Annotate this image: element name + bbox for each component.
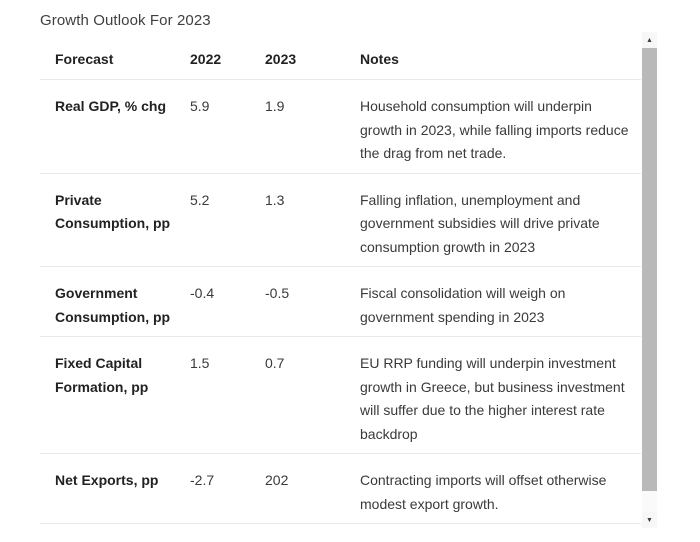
cell-2022: 5.9 <box>190 98 210 114</box>
cell-forecast: Net Exports, pp <box>55 472 159 488</box>
cell-2022: 1.5 <box>190 355 210 371</box>
table-row: Net Exports, pp -2.7 202 Contracting imp… <box>40 454 641 524</box>
cell-notes: Household consumption will underpin grow… <box>360 98 629 161</box>
vertical-scrollbar[interactable]: ▲ ▼ <box>642 32 657 528</box>
table-row: Private Consumption, pp 5.2 1.3 Falling … <box>40 174 641 267</box>
scroll-down-button[interactable]: ▼ <box>642 512 657 528</box>
scrollbar-track[interactable] <box>642 48 657 512</box>
cell-forecast: Government Consumption, pp <box>55 285 171 325</box>
scroll-up-icon: ▲ <box>646 36 653 44</box>
scroll-down-icon: ▼ <box>646 516 653 524</box>
cell-notes: Fiscal consolidation will weigh on gover… <box>360 285 566 325</box>
column-header-notes: Notes <box>360 51 399 67</box>
cell-2023: -0.5 <box>265 285 290 301</box>
column-header-forecast: Forecast <box>55 51 114 67</box>
cell-forecast: Real GDP, % chg <box>55 98 167 114</box>
cell-notes: Contracting imports will offset otherwis… <box>360 472 607 512</box>
cell-forecast: Fixed Capital Formation, pp <box>55 355 149 395</box>
scrollbar-thumb[interactable] <box>642 48 657 491</box>
growth-outlook-table: Forecast 2022 2023 Notes Real GDP, % chg… <box>40 38 641 524</box>
cell-2022: 5.2 <box>190 191 210 208</box>
table-row: Government Consumption, pp -0.4 -0.5 Fis… <box>40 267 641 337</box>
table-row: Real GDP, % chg 5.9 1.9 Household consum… <box>40 80 641 174</box>
cell-notes: EU RRP funding will underpin investment … <box>360 355 625 442</box>
table-row: Fixed Capital Formation, pp 1.5 0.7 EU R… <box>40 337 641 454</box>
cell-notes: Falling inflation, unemployment and gove… <box>360 191 600 255</box>
cell-2022: -0.4 <box>190 285 215 301</box>
cell-forecast: Private Consumption, pp <box>55 191 171 232</box>
cell-2023: 202 <box>265 472 289 488</box>
page-title: Growth Outlook For 2023 <box>40 12 211 29</box>
cell-2023: 1.9 <box>265 98 285 114</box>
column-header-2022: 2022 <box>190 51 222 67</box>
table-header-row: Forecast 2022 2023 Notes <box>40 38 641 80</box>
cell-2022: -2.7 <box>190 472 215 488</box>
cell-2023: 1.3 <box>265 191 285 208</box>
scroll-up-button[interactable]: ▲ <box>642 32 657 48</box>
cell-2023: 0.7 <box>265 355 285 371</box>
column-header-2023: 2023 <box>265 51 297 67</box>
